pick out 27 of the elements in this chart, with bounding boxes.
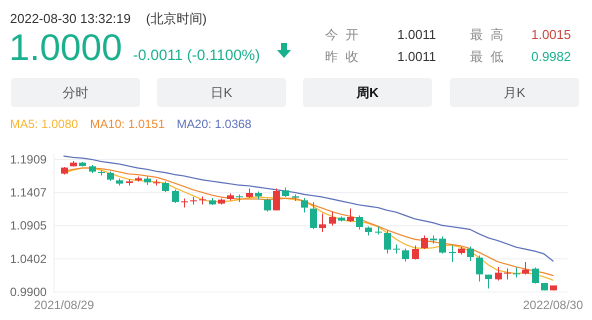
text: MA10: 1.0151 xyxy=(90,117,166,131)
text: 最 高 xyxy=(470,27,506,42)
text: 周K xyxy=(355,85,380,100)
text: 昨 收 xyxy=(325,49,361,64)
x-tick-label: 2021/08/29 xyxy=(34,298,94,312)
chart-title: 1.0000 xyxy=(9,27,122,68)
text: 月K xyxy=(504,85,526,100)
text: (北京时间) xyxy=(146,11,207,26)
y-tick-label: 1.1407 xyxy=(10,186,48,200)
y-tick-label: 1.0905 xyxy=(10,218,48,233)
text: 1.0011 xyxy=(397,49,436,64)
text: MA20: 1.0368 xyxy=(176,117,252,131)
line-series xyxy=(63,156,554,262)
text: 分时 xyxy=(62,85,88,100)
y-tick-label: 1.0402 xyxy=(10,252,48,266)
y-tick-label: 1.1909 xyxy=(10,152,48,166)
text: 日K xyxy=(210,85,233,100)
text: 今 开 xyxy=(325,27,361,42)
x-tick-label: 2022/08/30 xyxy=(522,298,584,312)
text: 1.0011 xyxy=(397,27,436,42)
text: 2022-08-30 13:32:19 xyxy=(10,11,131,26)
y-tick-label: 0.9900 xyxy=(10,285,48,299)
text: 0.9982 xyxy=(531,49,571,64)
text: MA5: 1.0080 xyxy=(10,117,78,131)
text: 1.0015 xyxy=(531,27,571,42)
chart-subtitle: -0.0011 (-0.1100%) xyxy=(133,47,260,64)
text: 最 低 xyxy=(470,49,506,64)
